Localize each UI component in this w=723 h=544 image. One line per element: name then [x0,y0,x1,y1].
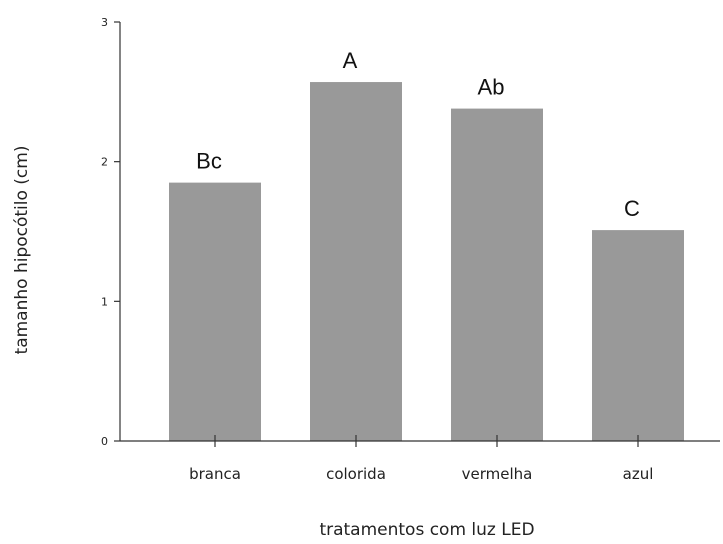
y-tick-label-3: 3 [101,16,108,29]
x-ticks-layer: branca colorida vermelha azul [189,435,653,483]
bar-colorida [310,82,402,441]
data-label-branca: Bc [196,149,222,174]
y-axis-title: tamanho hipocótilo (cm) [12,146,32,355]
x-tick-label-vermelha: vermelha [462,465,533,483]
axes-layer [119,22,720,442]
data-label-colorida: A [343,48,358,73]
bar-azul [592,230,684,441]
x-axis-title: tratamentos com luz LED [319,520,534,540]
bar-vermelha [451,108,543,442]
bar-branca [169,182,261,441]
data-label-vermelha: Ab [478,75,505,100]
y-tick-label-2: 2 [101,156,108,169]
bars-layer [169,82,684,442]
data-labels-layer: Bc A Ab C [196,48,640,221]
x-tick-label-branca: branca [189,465,241,483]
y-ticks-layer: 0 1 2 3 [101,16,120,448]
data-label-azul: C [624,196,640,221]
y-tick-label-0: 0 [101,435,108,448]
x-tick-label-azul: azul [623,465,654,483]
x-tick-label-colorida: colorida [326,465,386,483]
y-tick-label-1: 1 [101,295,108,308]
